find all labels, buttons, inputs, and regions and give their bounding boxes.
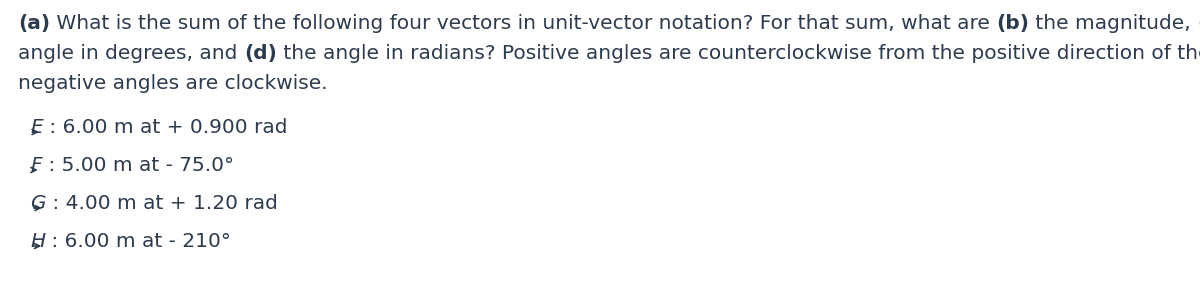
Text: (b): (b) bbox=[996, 14, 1030, 33]
Text: What is the sum of the following four vectors in unit-vector notation? For that : What is the sum of the following four ve… bbox=[50, 14, 996, 33]
Text: (a): (a) bbox=[18, 14, 50, 33]
Text: : 6.00 m at + 0.900 rad: : 6.00 m at + 0.900 rad bbox=[43, 118, 287, 137]
Text: : 4.00 m at + 1.20 rad: : 4.00 m at + 1.20 rad bbox=[46, 194, 277, 213]
Text: : 5.00 m at - 75.0°: : 5.00 m at - 75.0° bbox=[42, 156, 234, 175]
Text: : 6.00 m at - 210°: : 6.00 m at - 210° bbox=[46, 232, 230, 251]
Text: G: G bbox=[30, 194, 46, 213]
Text: H: H bbox=[30, 232, 46, 251]
Text: the magnitude,: the magnitude, bbox=[1030, 14, 1198, 33]
Text: negative angles are clockwise.: negative angles are clockwise. bbox=[18, 74, 328, 93]
Text: (d): (d) bbox=[244, 44, 277, 63]
Text: E: E bbox=[30, 118, 43, 137]
Text: angle in degrees, and: angle in degrees, and bbox=[18, 44, 244, 63]
Text: F: F bbox=[30, 156, 42, 175]
Text: the angle in radians? Positive angles are counterclockwise from the positive dir: the angle in radians? Positive angles ar… bbox=[277, 44, 1200, 63]
Text: (c): (c) bbox=[1198, 14, 1200, 33]
